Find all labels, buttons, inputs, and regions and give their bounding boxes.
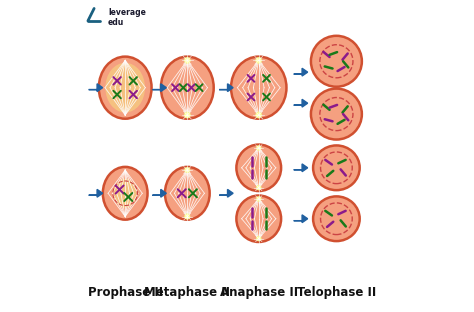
Circle shape <box>184 167 190 173</box>
Text: edu: edu <box>108 18 124 27</box>
Circle shape <box>255 112 262 118</box>
Ellipse shape <box>114 179 137 208</box>
Circle shape <box>184 214 190 219</box>
Polygon shape <box>89 84 103 91</box>
Ellipse shape <box>161 56 214 119</box>
Text: Metaphase II: Metaphase II <box>144 286 230 299</box>
Text: leverage: leverage <box>108 8 146 17</box>
Ellipse shape <box>311 36 362 87</box>
Ellipse shape <box>165 167 210 220</box>
Ellipse shape <box>313 145 360 190</box>
Ellipse shape <box>237 196 281 242</box>
Polygon shape <box>152 189 166 197</box>
Ellipse shape <box>237 144 281 191</box>
Text: Anaphase II: Anaphase II <box>219 286 298 299</box>
Text: Telophase II: Telophase II <box>297 286 376 299</box>
Circle shape <box>184 112 191 118</box>
Ellipse shape <box>313 196 360 241</box>
Circle shape <box>256 236 261 241</box>
Circle shape <box>184 57 191 63</box>
Polygon shape <box>294 99 308 107</box>
Polygon shape <box>294 164 308 172</box>
Circle shape <box>255 57 262 63</box>
Polygon shape <box>219 84 233 91</box>
Ellipse shape <box>311 89 362 139</box>
Ellipse shape <box>231 56 286 119</box>
Ellipse shape <box>103 167 147 220</box>
Circle shape <box>256 197 261 202</box>
Text: Prophase II: Prophase II <box>88 286 163 299</box>
Polygon shape <box>294 68 308 76</box>
Ellipse shape <box>105 63 145 113</box>
Circle shape <box>256 145 261 150</box>
Polygon shape <box>89 189 103 197</box>
Polygon shape <box>219 189 233 197</box>
Circle shape <box>256 185 261 190</box>
Polygon shape <box>152 84 166 91</box>
Ellipse shape <box>99 56 152 119</box>
Polygon shape <box>294 215 308 223</box>
